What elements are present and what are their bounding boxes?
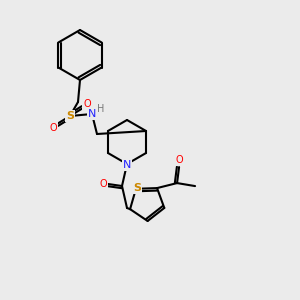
Text: N: N [123,160,131,170]
Text: O: O [99,179,107,189]
Text: S: S [133,183,141,193]
Text: O: O [83,99,91,109]
Text: H: H [97,104,105,114]
Text: O: O [49,123,57,133]
Text: N: N [88,109,96,119]
Text: S: S [66,111,74,121]
Text: O: O [175,155,183,165]
